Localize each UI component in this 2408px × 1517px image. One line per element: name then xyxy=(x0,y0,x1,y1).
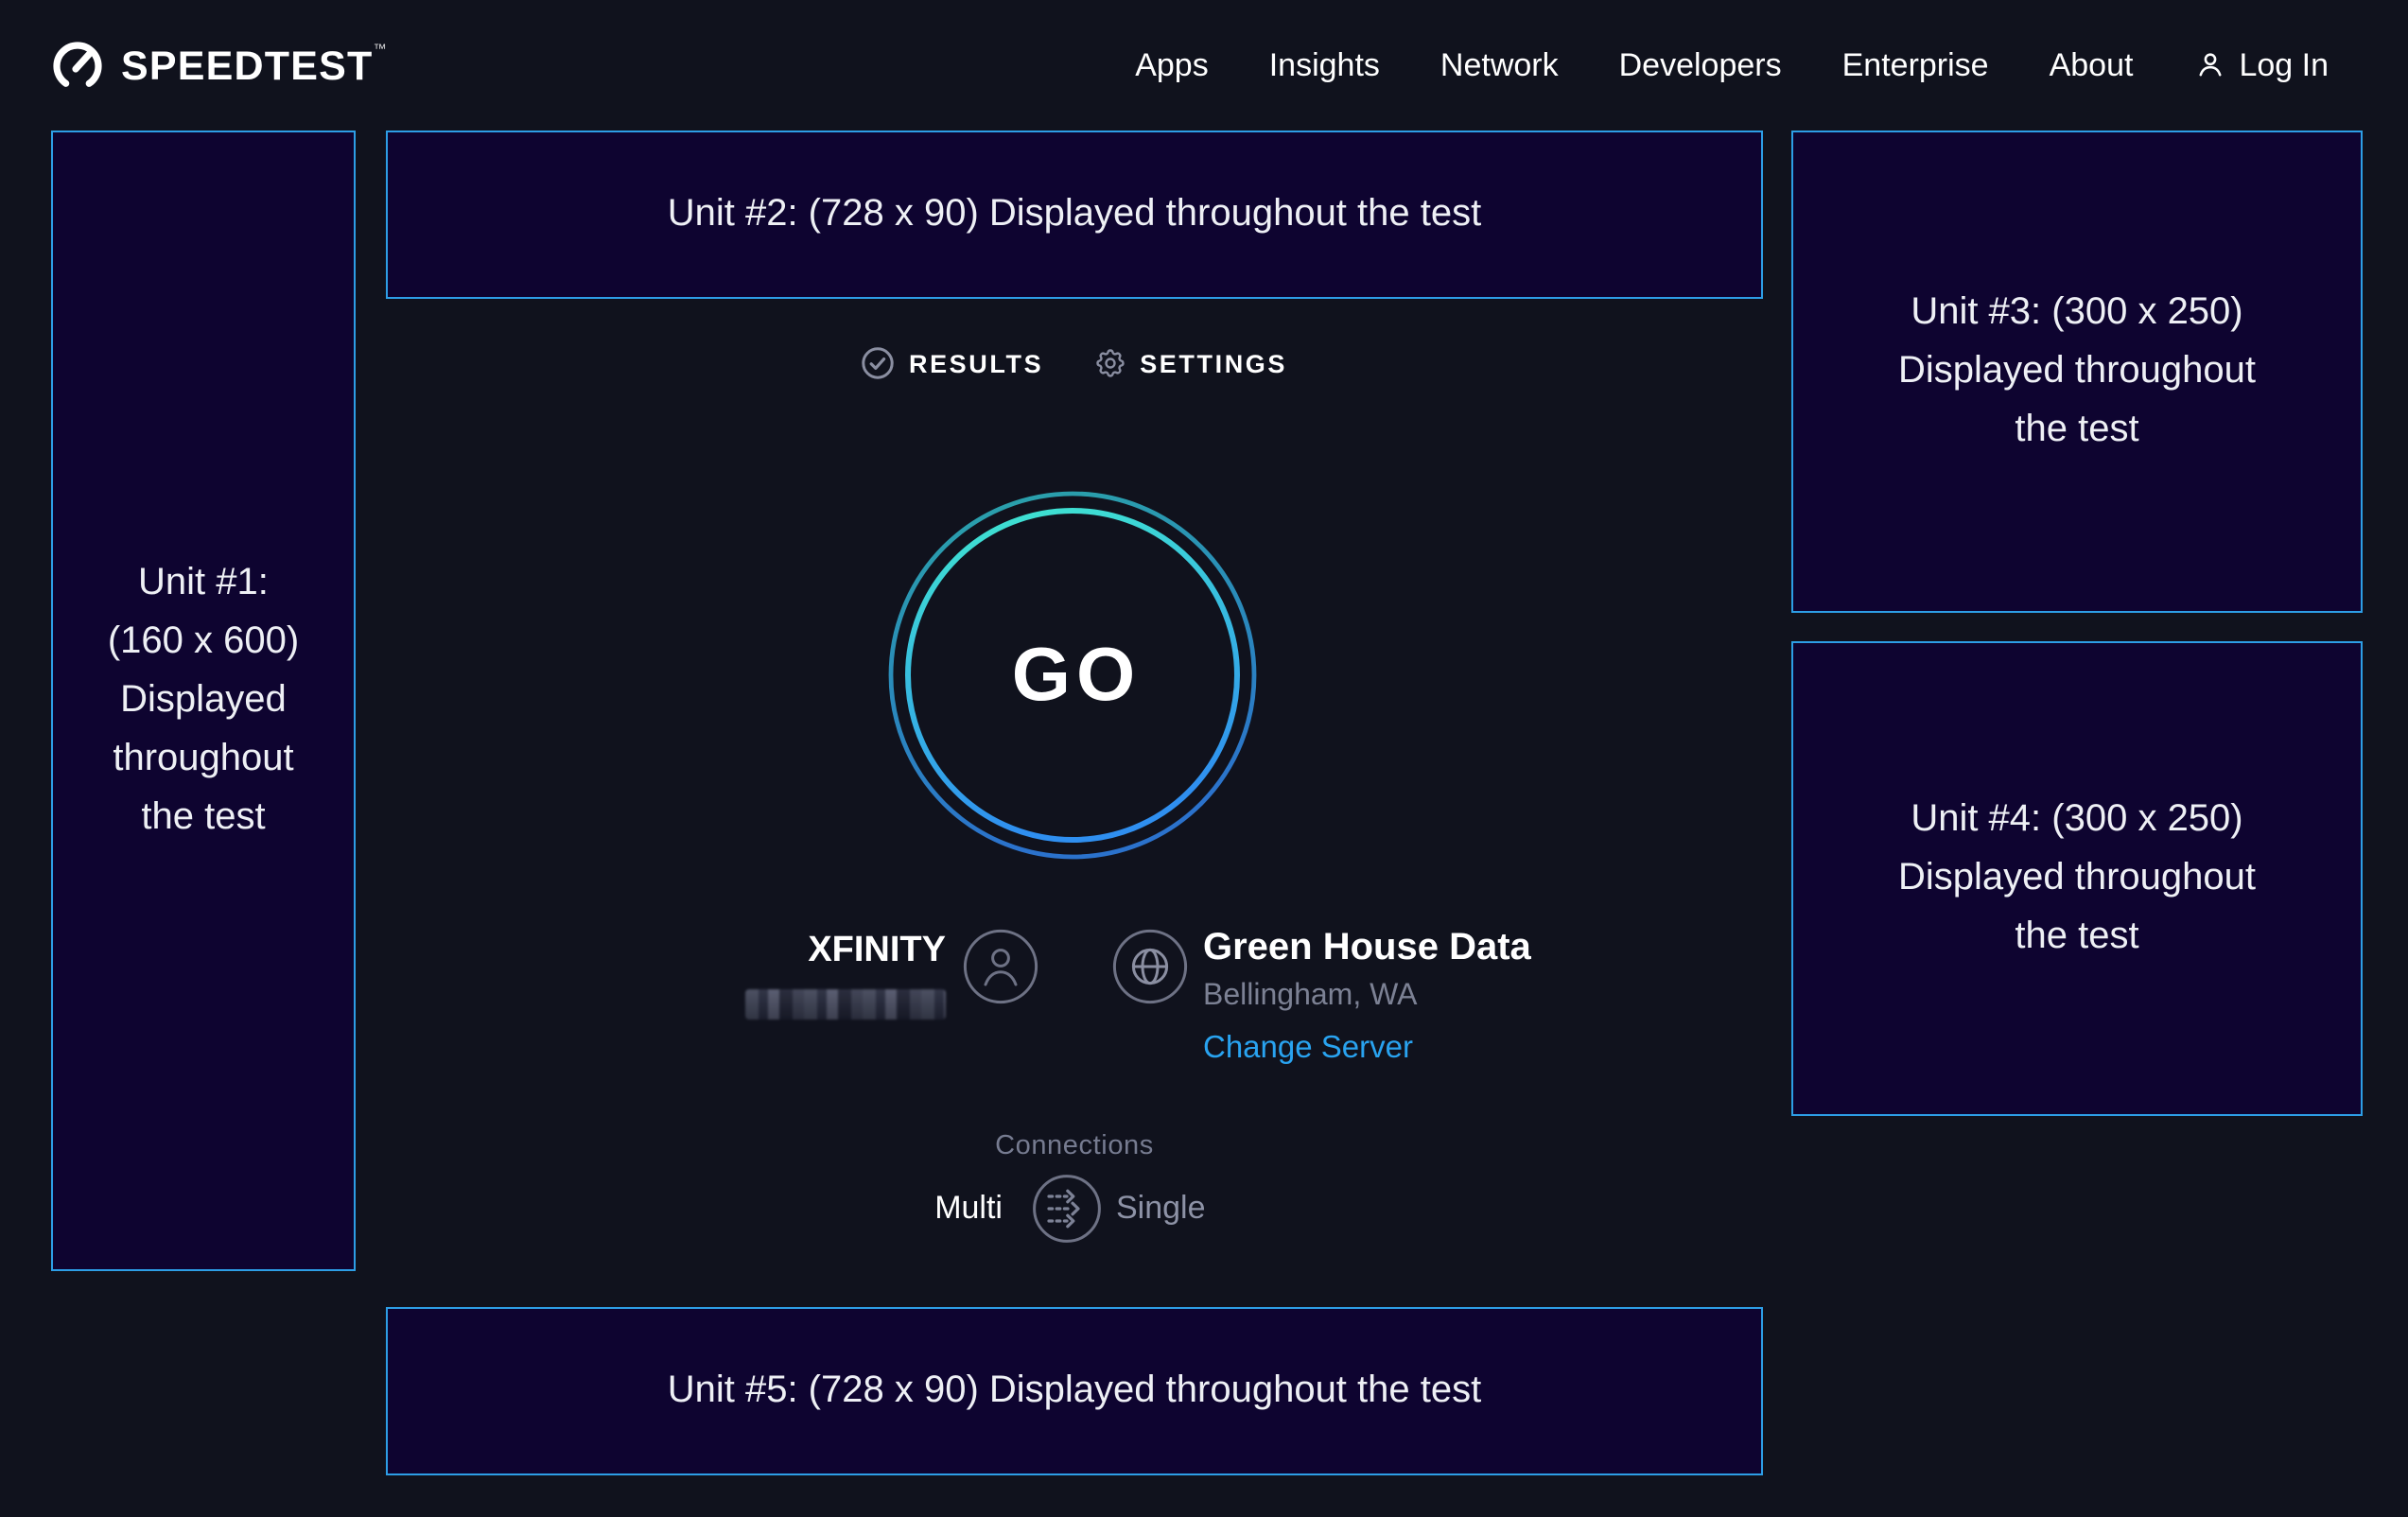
isp-name[interactable]: XFINITY xyxy=(808,931,946,970)
ad-unit-1-text: Unit #1: (160 x 600) Displayed throughou… xyxy=(107,562,300,838)
ad-unit-1: Unit #1: (160 x 600) Displayed throughou… xyxy=(51,131,356,1271)
tab-settings[interactable]: SETTINGS xyxy=(1092,346,1287,380)
go-button-rings xyxy=(888,491,1257,860)
connections-label: Connections xyxy=(995,1131,1154,1161)
ad-unit-3: Unit #3: (300 x 250) Displayed throughou… xyxy=(1791,131,2363,613)
ad-unit-4: Unit #4: (300 x 250) Displayed throughou… xyxy=(1791,641,2363,1116)
nav-item-apps[interactable]: Apps xyxy=(1135,46,1209,82)
server-info: Green House Data Bellingham, WA Change S… xyxy=(1203,927,1531,1067)
ad-unit-2-text: Unit #2: (728 x 90) Displayed throughout… xyxy=(667,193,1482,235)
gear-icon xyxy=(1095,349,1124,377)
trademark: ™ xyxy=(373,43,388,56)
speedtest-logo[interactable]: SPEEDTEST™ xyxy=(51,38,388,95)
tab-settings-label: SETTINGS xyxy=(1140,349,1288,377)
server-name: Green House Data xyxy=(1203,927,1531,968)
change-server-link[interactable]: Change Server xyxy=(1203,1031,1413,1065)
connections-multi-option[interactable]: Multi xyxy=(934,1190,1003,1226)
isp-ip-redacted xyxy=(745,989,946,1020)
login-label: Log In xyxy=(2239,46,2329,82)
check-circle-icon xyxy=(863,347,895,379)
brand-name: SPEEDTEST™ xyxy=(121,43,388,88)
nav-item-network[interactable]: Network xyxy=(1440,46,1559,82)
ad-unit-5: Unit #5: (728 x 90) Displayed throughout… xyxy=(386,1307,1763,1475)
go-button[interactable]: GO xyxy=(883,486,1262,864)
login-button[interactable]: Log In xyxy=(2193,46,2329,84)
go-button-label: GO xyxy=(1011,633,1142,716)
nav-item-insights[interactable]: Insights xyxy=(1268,46,1380,82)
server-location: Bellingham, WA xyxy=(1203,980,1418,1012)
nav-item-about[interactable]: About xyxy=(2049,46,2134,82)
connections-single-option[interactable]: Single xyxy=(1116,1190,1206,1226)
nav-item-developers[interactable]: Developers xyxy=(1618,46,1782,82)
tab-results[interactable]: RESULTS xyxy=(862,346,1043,380)
ad-unit-5-text: Unit #5: (728 x 90) Displayed throughout… xyxy=(667,1369,1482,1411)
nav-item-enterprise[interactable]: Enterprise xyxy=(1841,46,1989,82)
multi-arrows-icon[interactable] xyxy=(1031,1173,1103,1245)
person-icon xyxy=(2198,53,2221,77)
top-nav: Apps Insights Network Developers Enterpr… xyxy=(1135,0,2329,131)
view-tabs: RESULTS SETTINGS xyxy=(386,346,1763,380)
ad-unit-4-text: Unit #4: (300 x 250) Displayed throughou… xyxy=(1897,798,2256,957)
gauge-icon xyxy=(53,42,102,91)
ad-unit-3-text: Unit #3: (300 x 250) Displayed throughou… xyxy=(1897,291,2256,450)
tab-results-label: RESULTS xyxy=(908,349,1044,377)
person-circle-icon xyxy=(963,929,1038,1004)
ad-unit-2: Unit #2: (728 x 90) Displayed throughout… xyxy=(386,131,1763,299)
globe-icon xyxy=(1112,929,1188,1004)
